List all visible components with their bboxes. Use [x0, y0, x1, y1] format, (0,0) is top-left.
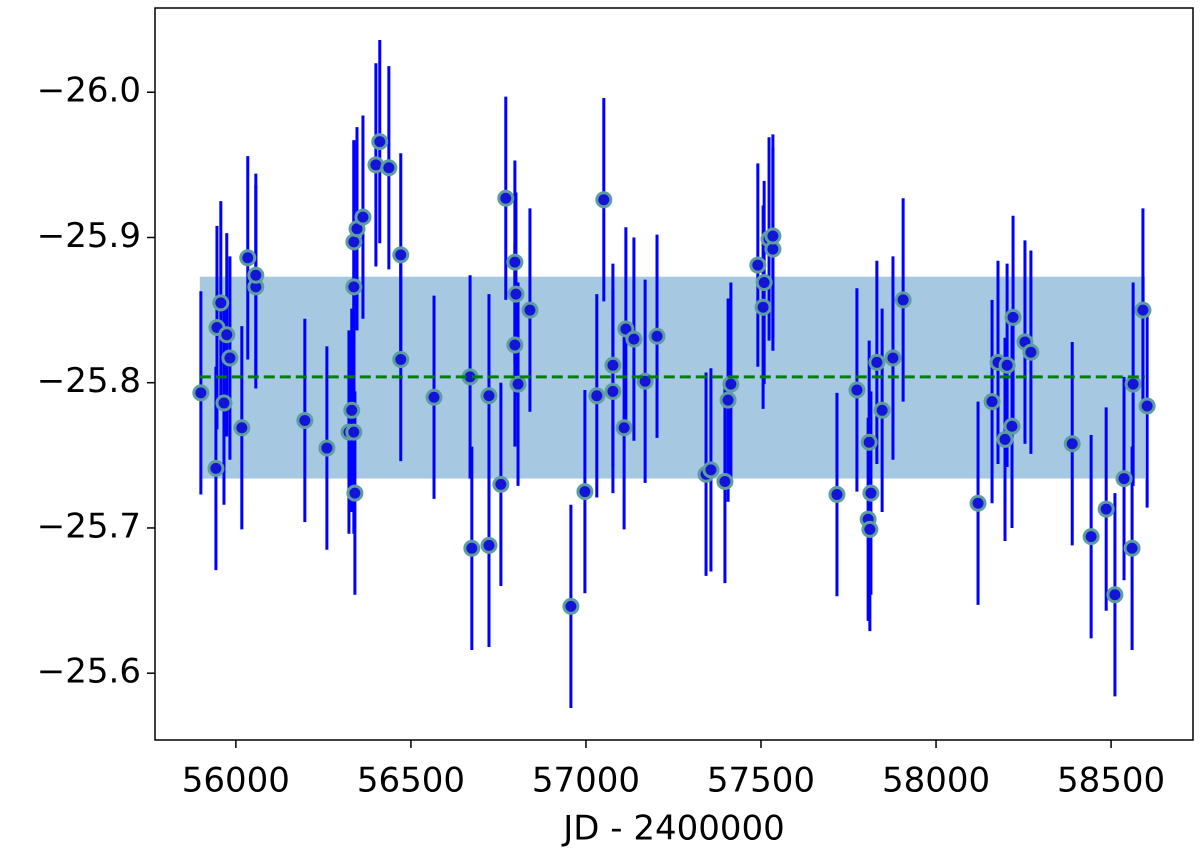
- y-tick-label: −25.6: [37, 652, 141, 692]
- data-point: [998, 356, 1016, 374]
- data-point: [239, 249, 257, 267]
- data-point: [343, 401, 361, 419]
- data-point: [749, 256, 767, 274]
- y-tick-label: −26.0: [37, 71, 141, 111]
- data-point: [1063, 435, 1081, 453]
- data-point: [588, 387, 606, 405]
- data-point: [1022, 343, 1040, 361]
- data-point: [296, 411, 314, 429]
- data-point: [625, 330, 643, 348]
- data-point: [392, 246, 410, 264]
- data-point: [604, 382, 622, 400]
- data-point: [192, 384, 210, 402]
- data-point: [507, 285, 525, 303]
- data-point: [506, 253, 524, 271]
- data-point: [1082, 528, 1100, 546]
- data-point: [215, 394, 233, 412]
- data-point: [604, 356, 622, 374]
- data-point: [318, 439, 336, 457]
- x-tick-label: 57000: [532, 761, 640, 801]
- data-point: [497, 189, 515, 207]
- data-point: [506, 336, 524, 354]
- data-point: [894, 291, 912, 309]
- data-point: [576, 483, 594, 501]
- data-point: [207, 459, 225, 477]
- x-tick-label: 56500: [357, 761, 465, 801]
- data-point: [861, 520, 879, 538]
- y-tick-label: −25.7: [37, 506, 141, 546]
- x-tick-label: 57500: [707, 761, 815, 801]
- data-point: [480, 536, 498, 554]
- data-point: [1123, 539, 1141, 557]
- data-point: [615, 419, 633, 437]
- data-point: [862, 484, 880, 502]
- data-point: [380, 159, 398, 177]
- data-point: [492, 475, 510, 493]
- data-point: [392, 350, 410, 368]
- data-point: [212, 294, 230, 312]
- data-point: [1115, 470, 1133, 488]
- data-point: [996, 430, 1014, 448]
- data-point: [1124, 375, 1142, 393]
- data-point: [722, 375, 740, 393]
- data-point: [221, 349, 239, 367]
- data-point: [1106, 586, 1124, 604]
- data-point: [521, 301, 539, 319]
- data-point: [702, 461, 720, 479]
- data-point: [1138, 397, 1156, 415]
- data-point: [648, 327, 666, 345]
- data-point: [463, 539, 481, 557]
- data-point: [1004, 308, 1022, 326]
- data-point: [562, 597, 580, 615]
- y-tick-label: −25.9: [37, 216, 141, 256]
- data-point: [1097, 500, 1115, 518]
- x-tick-label: 56000: [182, 761, 290, 801]
- data-point: [873, 401, 891, 419]
- data-point: [480, 387, 498, 405]
- data-point: [1134, 301, 1152, 319]
- plot-frame: [154, 7, 1194, 741]
- data-point: [1003, 417, 1021, 435]
- data-point: [969, 494, 987, 512]
- x-tick-label: 58500: [1057, 761, 1165, 801]
- data-point: [354, 208, 372, 226]
- data-point: [868, 353, 886, 371]
- data-point: [509, 375, 527, 393]
- data-point: [983, 393, 1001, 411]
- data-point: [716, 472, 734, 490]
- x-axis-label: JD - 2400000: [561, 809, 785, 849]
- x-tick-label: 58000: [882, 761, 990, 801]
- data-point: [848, 381, 866, 399]
- data-point: [828, 486, 846, 504]
- data-point: [345, 278, 363, 296]
- data-point: [345, 423, 363, 441]
- data-point: [247, 266, 265, 284]
- y-tick-label: −25.8: [37, 361, 141, 401]
- data-point: [755, 274, 773, 291]
- data-point: [719, 391, 737, 409]
- data-point: [233, 419, 251, 437]
- data-point: [764, 227, 782, 245]
- data-point: [218, 326, 236, 344]
- data-point: [860, 433, 878, 451]
- data-point: [754, 298, 772, 316]
- data-point: [425, 388, 443, 406]
- data-point: [371, 133, 389, 151]
- data-point: [884, 349, 902, 367]
- data-point: [595, 191, 613, 209]
- data-point: [346, 484, 364, 502]
